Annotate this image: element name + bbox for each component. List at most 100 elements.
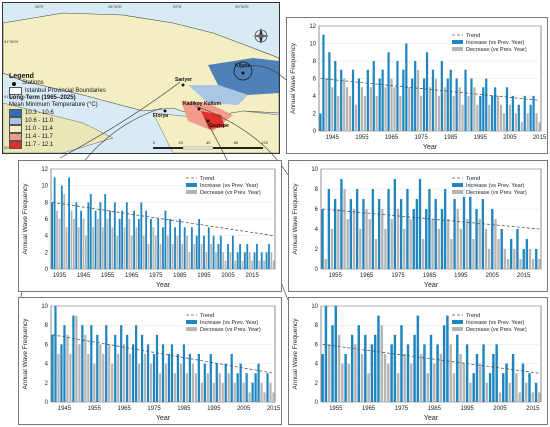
bar-decrease <box>417 69 420 131</box>
y-tick-label: 2 <box>45 381 49 387</box>
x-tick-label: 1975 <box>414 135 428 141</box>
bar-decrease <box>66 334 69 402</box>
trend-line <box>52 201 274 237</box>
bar-decrease <box>93 363 96 402</box>
legend-label: Decrease (vs Prev. Year) <box>466 327 527 333</box>
bar-increase <box>328 52 331 131</box>
bar-decrease <box>56 210 58 269</box>
bar-increase <box>89 194 92 269</box>
station-label-florya: Florya <box>153 113 169 119</box>
bar-decrease <box>390 219 393 269</box>
bar-increase <box>411 78 414 131</box>
bar-increase <box>236 252 239 269</box>
bar-decrease <box>241 260 244 269</box>
x-axis-label: Year <box>424 282 439 289</box>
bar-increase <box>350 334 354 402</box>
station-label-sariyer: Sariyer <box>175 77 192 83</box>
bar-increase <box>104 194 107 269</box>
bar-decrease <box>327 344 331 402</box>
x-tick-label: 2005 <box>221 273 235 279</box>
station-dot-kilyos <box>241 71 245 75</box>
bar-increase <box>446 315 449 402</box>
legend-decrease-swatch <box>186 327 197 331</box>
bar-decrease <box>396 209 400 269</box>
bar-increase <box>378 78 381 131</box>
bar-decrease <box>233 382 236 402</box>
legend-class-row: 10.3 - 10.6 <box>9 109 149 117</box>
bar-decrease <box>458 87 461 131</box>
bar-increase <box>423 344 426 402</box>
bar-increase <box>319 113 322 131</box>
bar-increase <box>525 239 529 269</box>
bar-increase <box>449 69 452 131</box>
bar-decrease <box>461 104 464 131</box>
bar-increase <box>178 219 181 269</box>
legend-decrease-swatch <box>186 190 197 194</box>
bar-decrease <box>143 354 147 402</box>
bar-increase <box>176 354 180 402</box>
bar-decrease <box>443 87 446 131</box>
bar-decrease <box>123 344 126 402</box>
bar-decrease <box>380 325 383 402</box>
x-tick-label: 1955 <box>329 406 343 412</box>
north-arrow-icon <box>253 28 269 44</box>
legend-label: Increase (vs Prev. Year) <box>466 40 524 46</box>
bar-increase <box>443 189 447 269</box>
bar-increase <box>400 325 403 402</box>
x-tick-label: 1985 <box>173 273 187 279</box>
bar-increase <box>162 227 164 269</box>
legend-boundaries: Istanbul Provincial Boundaries <box>9 87 149 95</box>
y-axis-label: Annual Wave Frequency <box>22 318 29 390</box>
station-dot-sariyer <box>181 83 185 87</box>
coord-left-1: 41°N <box>4 94 13 99</box>
bar-decrease <box>152 227 155 269</box>
bar-decrease <box>111 363 114 402</box>
bar-increase <box>491 209 494 269</box>
bar-decrease <box>472 239 475 269</box>
bar-decrease <box>484 229 488 269</box>
bar-increase <box>331 325 334 402</box>
bar-increase <box>60 185 63 269</box>
bar-decrease <box>171 244 174 269</box>
bar-decrease <box>212 382 215 402</box>
bar-decrease <box>469 382 472 402</box>
bar-decrease <box>369 87 372 131</box>
bar-increase <box>470 78 473 131</box>
bar-increase <box>406 344 410 402</box>
bar-decrease <box>496 96 500 131</box>
bar-increase <box>355 189 359 269</box>
x-tick-label: 2005 <box>493 406 507 412</box>
legend-label: Decrease (vs Prev. Year) <box>200 190 261 196</box>
bar-increase <box>366 69 369 131</box>
bar-decrease <box>437 229 441 269</box>
bar-decrease <box>210 244 213 269</box>
x-tick-label: 1975 <box>395 406 409 412</box>
bar-increase <box>485 78 488 131</box>
y-tick-label: 8 <box>315 323 319 329</box>
x-tick-label: 1955 <box>101 273 115 279</box>
bar-increase <box>243 252 246 269</box>
bar-decrease <box>514 113 517 131</box>
x-tick-label: 1995 <box>474 135 488 141</box>
legend-increase-swatch <box>452 40 463 44</box>
bar-decrease <box>494 219 497 269</box>
station-dot-icon <box>12 81 16 86</box>
bar-decrease <box>419 354 423 402</box>
bar-increase <box>99 202 102 269</box>
bar-increase <box>246 244 249 269</box>
bar-decrease <box>117 354 120 402</box>
y-tick-label: 2 <box>45 250 49 256</box>
bar-decrease <box>409 219 412 269</box>
bar-decrease <box>488 104 491 131</box>
bar-increase <box>257 363 260 402</box>
bar-increase <box>455 78 458 131</box>
bar-increase <box>219 235 222 269</box>
bar-decrease <box>524 382 528 402</box>
bar-increase <box>321 209 324 269</box>
bar-decrease <box>426 373 429 402</box>
bar-increase <box>224 363 227 402</box>
bar-decrease <box>263 260 266 269</box>
legend-box <box>183 310 271 334</box>
bar-increase <box>517 104 520 131</box>
bar-decrease <box>272 392 275 402</box>
